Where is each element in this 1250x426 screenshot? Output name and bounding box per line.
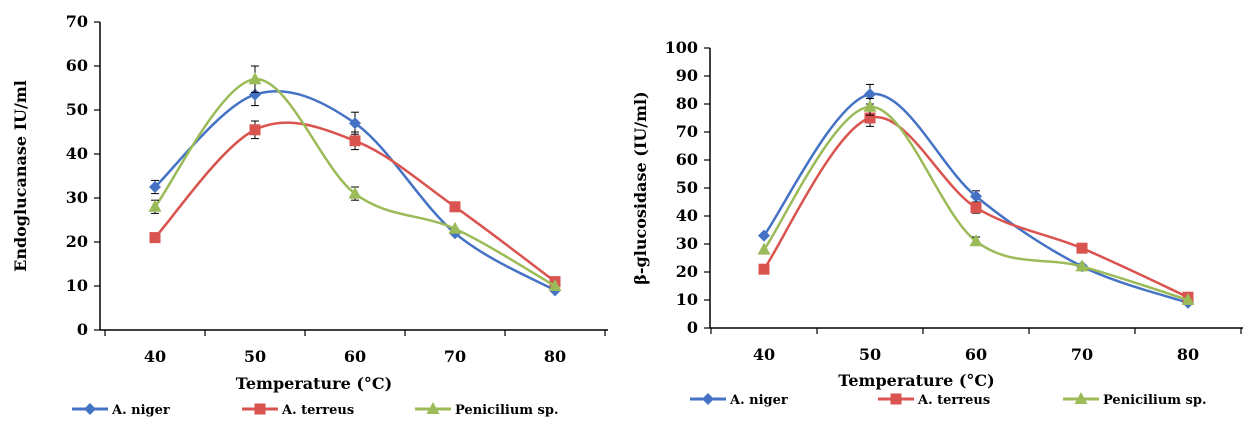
y-tick-label: 30 (66, 188, 88, 207)
series-line-1 (762, 92, 1189, 304)
y-tick-label: 10 (676, 290, 698, 309)
x-tick-label: 80 (1177, 345, 1199, 364)
data-point-1 (349, 117, 361, 130)
data-point-1 (864, 88, 876, 101)
y-tick-label: 70 (66, 12, 88, 31)
y-tick-label: 70 (676, 122, 698, 141)
data-point-2 (758, 263, 770, 275)
data-point-1 (758, 229, 770, 242)
chart-panel-1: 0 10 20 30 40 50 60 70 40 50 60 70 80 Temperature (°C… (11, 12, 608, 418)
data-point-1 (970, 190, 982, 203)
data-point-1 (149, 181, 161, 193)
y-tick-label: 90 (676, 66, 698, 85)
legend-label: A. terreus (917, 393, 990, 408)
data-point-3 (1181, 293, 1195, 305)
data-point-2 (249, 124, 261, 136)
data-point-2 (864, 112, 876, 124)
data-point-2 (349, 135, 361, 147)
chart-panel-2: 0 10 20 30 40 50 60 70 80 90 100 40 50 60 70 80 Temperat… (631, 38, 1243, 408)
y-tick-label: 60 (66, 56, 88, 75)
y-tick-label: 10 (66, 276, 88, 295)
series-line-3 (762, 105, 1189, 302)
y-tick-label: 50 (676, 178, 698, 197)
data-point-3 (1075, 259, 1089, 272)
x-tick-label: 40 (753, 345, 775, 364)
y-tick-label: 40 (66, 144, 88, 163)
legend-swatch-marker (890, 393, 902, 405)
data-point-3 (757, 242, 771, 255)
data-point-3 (969, 234, 983, 247)
data-point-3 (148, 199, 162, 212)
series-line-3 (154, 77, 556, 288)
data-point-1 (249, 88, 261, 101)
legend-label: A. terreus (281, 403, 354, 418)
data-point-3 (248, 72, 262, 85)
y-axis-title: β-glucosidase (IU/ml) (631, 91, 650, 284)
y-tick-label: 20 (66, 232, 88, 251)
data-point-2 (449, 201, 461, 213)
legend-swatch-marker (426, 402, 440, 414)
y-tick-label: 100 (665, 38, 698, 57)
legend-swatch-marker (84, 403, 96, 415)
data-point-2 (1076, 242, 1088, 254)
legend-swatch-marker (254, 403, 266, 415)
y-tick-label: 80 (676, 94, 698, 113)
data-point-3 (548, 279, 562, 291)
x-tick-label: 70 (1071, 345, 1093, 364)
x-tick-label: 40 (144, 347, 166, 366)
data-point-2 (970, 202, 982, 214)
series-line-2 (762, 115, 1189, 299)
x-tick-label: 80 (544, 347, 566, 366)
x-axis-title: Temperature (°C) (236, 374, 392, 393)
legend-label: A. niger (729, 393, 788, 408)
x-tick-label: 50 (859, 345, 881, 364)
x-tick-label: 60 (344, 347, 366, 366)
y-tick-label: 40 (676, 206, 698, 225)
y-tick-label: 20 (676, 262, 698, 281)
legend-label: Penicilium sp. (455, 403, 559, 418)
x-axis-title: Temperature (°C) (838, 371, 994, 390)
x-tick-label: 70 (444, 347, 466, 366)
data-point-2 (149, 232, 161, 244)
data-point-3 (348, 186, 362, 199)
legend-label: Penicilium sp. (1103, 393, 1207, 408)
y-tick-label: 30 (676, 234, 698, 253)
x-tick-label: 50 (244, 347, 266, 366)
y-tick-label: 50 (66, 100, 88, 119)
y-tick-label: 0 (687, 318, 698, 337)
data-point-3 (863, 99, 877, 112)
legend-swatch-marker (702, 393, 714, 405)
legend-swatch-marker (1074, 392, 1088, 404)
y-tick-label: 0 (77, 320, 88, 339)
data-point-3 (448, 221, 462, 234)
legend-label: A. niger (111, 403, 170, 418)
y-axis-title: Endoglucanase IU/ml (11, 80, 30, 272)
y-tick-label: 60 (676, 150, 698, 169)
x-tick-label: 60 (965, 345, 987, 364)
